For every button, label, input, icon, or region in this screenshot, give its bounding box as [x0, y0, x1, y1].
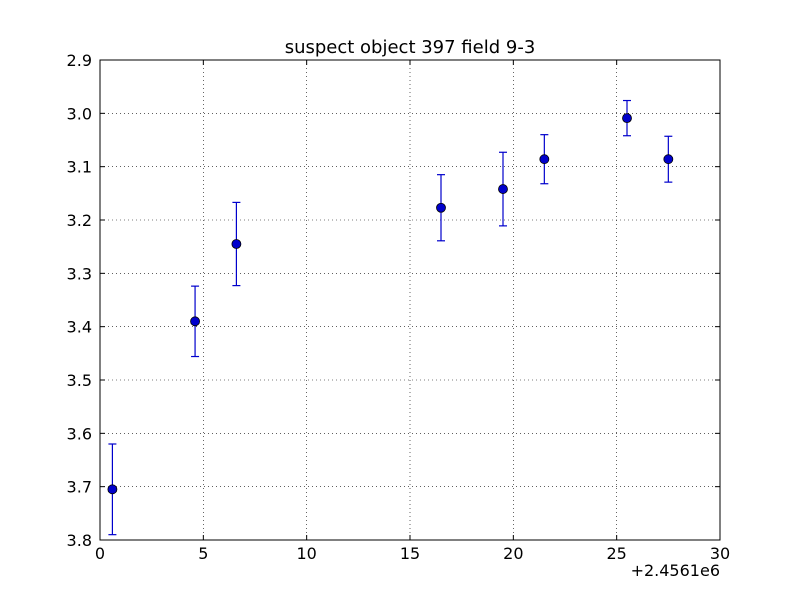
data-point	[622, 99, 632, 137]
x-tick-label: 10	[296, 544, 316, 563]
y-tick-label: 3.1	[67, 158, 92, 177]
data-point	[436, 174, 446, 242]
x-tick-label: 25	[606, 544, 626, 563]
x-tick-label: 30	[710, 544, 730, 563]
x-tick-labels: 0 5 10 15 20 25 30	[95, 544, 730, 563]
data-point	[107, 443, 118, 536]
marker	[436, 202, 446, 213]
chart-title: suspect object 397 field 9-3	[285, 37, 536, 58]
marker	[622, 113, 632, 124]
y-tick-label: 3.0	[67, 104, 92, 123]
y-tick-labels: 2.9 3.0 3.1 3.2 3.3 3.4 3.5 3.6 3.7 3.8	[67, 51, 92, 550]
x-tick-label: 0	[95, 544, 105, 563]
marker	[498, 184, 508, 194]
x-tick-label: 5	[198, 544, 208, 563]
y-tick-label: 3.4	[67, 318, 92, 337]
marker	[190, 316, 200, 327]
y-tick-label: 2.9	[67, 51, 92, 70]
data-point	[231, 201, 242, 287]
grid-lines	[100, 60, 720, 540]
data-point	[539, 134, 550, 185]
y-tick-label: 3.7	[67, 478, 92, 497]
plot-frame	[99, 59, 721, 541]
y-tick-label: 3.6	[67, 424, 92, 443]
marker	[663, 154, 674, 165]
data-point	[498, 151, 508, 227]
y-tick-label: 3.5	[67, 371, 92, 390]
y-tick-label: 3.8	[67, 531, 92, 550]
marker	[107, 484, 118, 495]
y-tick-label: 3.3	[67, 264, 92, 283]
x-tick-label: 20	[503, 544, 523, 563]
y-tick-label: 3.2	[67, 211, 92, 230]
data-point	[663, 135, 674, 183]
x-axis-offset-label: +2.4561e6	[631, 561, 720, 580]
data-point	[190, 285, 200, 358]
data-points	[107, 99, 674, 536]
x-tick-label: 15	[400, 544, 420, 563]
marker	[539, 154, 550, 165]
marker	[231, 239, 242, 249]
